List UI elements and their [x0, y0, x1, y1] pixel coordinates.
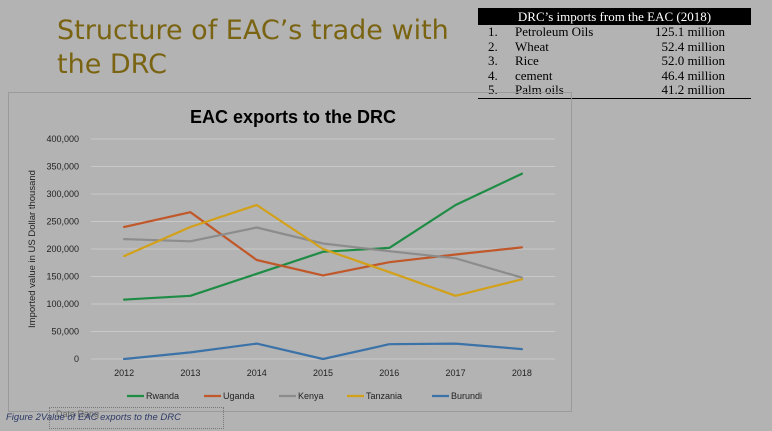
- series-line-burundi: [122, 342, 524, 361]
- imports-row-value: 52.4 million: [661, 38, 725, 54]
- series-line-uganda: [122, 211, 524, 277]
- y-tick-label: 100,000: [46, 299, 79, 309]
- x-tick-label: 2018: [512, 368, 532, 378]
- y-tick-label: 250,000: [46, 217, 79, 227]
- imports-table: DRC’s imports from the EAC (2018) 1. Pet…: [478, 8, 751, 99]
- legend-label: Tanzania: [366, 391, 402, 401]
- x-tick-label: 2012: [114, 368, 134, 378]
- chart-area[interactable]: EAC exports to the DRC 0 50,000 100,000 150,…: [8, 92, 572, 412]
- imports-row-value: 41.2 million: [661, 82, 725, 97]
- legend-label: Rwanda: [146, 391, 179, 401]
- y-tick-label: 150,000: [46, 272, 79, 282]
- date-range-label: Date Rang: [56, 409, 100, 419]
- series-line-tanzania: [122, 203, 524, 297]
- chart-title: EAC exports to the DRC: [190, 107, 396, 127]
- imports-table-bottom-rule: [478, 97, 751, 99]
- imports-row-number: 2.: [488, 38, 498, 54]
- y-tick-label: 200,000: [46, 244, 79, 254]
- y-tick-label: 0: [74, 354, 79, 364]
- x-tick-label: 2017: [446, 368, 466, 378]
- imports-row-item: Rice: [515, 53, 539, 68]
- x-tick-label: 2015: [313, 368, 333, 378]
- imports-row: 1. Petroleum Oils 125.1 million: [478, 24, 751, 40]
- imports-row-number: 3.: [488, 53, 498, 68]
- legend-label: Kenya: [298, 391, 324, 401]
- imports-row-number: 1.: [488, 24, 498, 39]
- imports-row-value: 125.1 million: [654, 24, 725, 39]
- x-tick-label: 2014: [247, 368, 267, 378]
- y-tick-label: 350,000: [46, 162, 79, 172]
- imports-row-item: Wheat: [515, 38, 549, 54]
- y-tick-label: 50,000: [51, 327, 79, 337]
- y-tick-label: 400,000: [46, 134, 79, 144]
- x-tick-label: 2013: [180, 368, 200, 378]
- imports-row-item: Palm oils: [515, 82, 564, 97]
- figure-caption: Figure 2Value of EAC exports to the DRC: [6, 412, 181, 423]
- imports-row-number: 4.: [488, 67, 498, 83]
- imports-row-value: 46.4 million: [661, 67, 725, 83]
- legend-label: Uganda: [223, 391, 255, 401]
- imports-row-item: cement: [515, 67, 553, 83]
- imports-row: 5. Palm oils 41.2 million: [478, 82, 751, 98]
- imports-table-header: DRC’s imports from the EAC (2018): [478, 8, 751, 25]
- imports-row: 4. cement 46.4 million: [478, 67, 751, 84]
- slide-title: Structure of EAC’s trade with the DRC: [57, 15, 449, 80]
- imports-row-item: Petroleum Oils: [515, 24, 594, 39]
- y-tick-label: 300,000: [46, 189, 79, 199]
- imports-row: 3. Rice 52.0 million: [478, 53, 751, 69]
- imports-row-value: 52.0 million: [661, 53, 725, 68]
- line-chart: EAC exports to the DRC 0 50,000 100,000 150,…: [27, 107, 555, 401]
- series-line-kenya: [122, 226, 524, 279]
- legend-label: Burundi: [451, 391, 482, 401]
- y-axis-label: Imported value in US Dollar thousand: [27, 170, 38, 328]
- date-range-selector[interactable]: Date Rang: [49, 407, 224, 429]
- series-line-rwanda: [122, 172, 524, 301]
- x-tick-label: 2016: [379, 368, 399, 378]
- imports-row: 2. Wheat 52.4 million: [478, 38, 751, 55]
- imports-row-number: 5.: [488, 82, 498, 97]
